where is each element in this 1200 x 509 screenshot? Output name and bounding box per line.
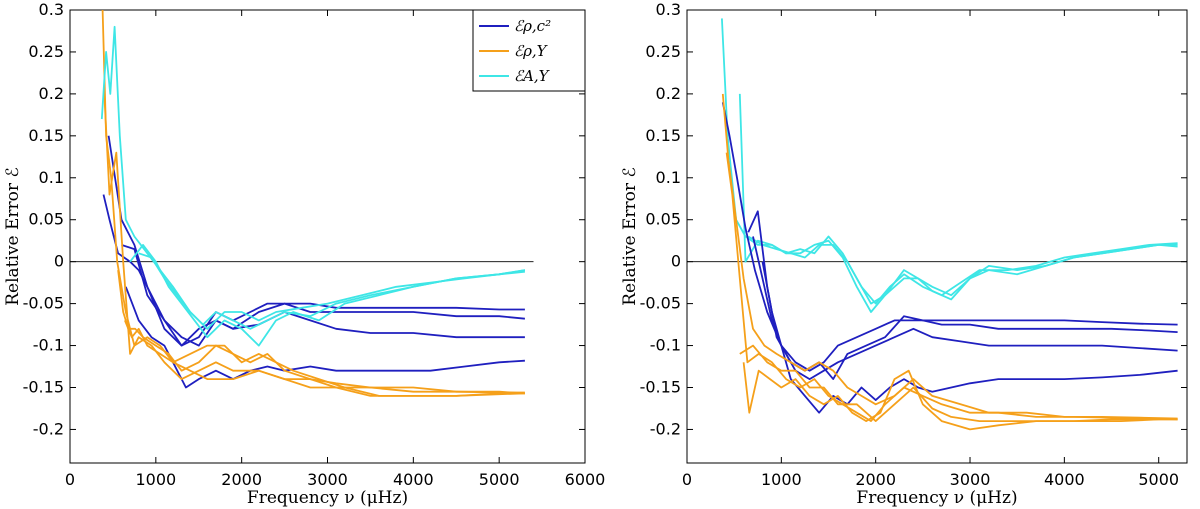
x-tick-label: 3000	[307, 470, 348, 489]
series-line	[738, 93, 1178, 313]
y-tick-label: 0.1	[39, 168, 64, 187]
x-tick-label: 5000	[1138, 470, 1179, 489]
y-tick-label: -0.2	[33, 419, 64, 438]
series-line	[752, 236, 1178, 381]
legend-label: ℰA,Y	[514, 67, 551, 85]
x-tick-label: 0	[682, 470, 692, 489]
x-axis-label: Frequency ν (μHz)	[247, 488, 408, 508]
series-line	[101, 10, 525, 395]
series-line	[761, 261, 1178, 414]
series-line	[100, 25, 526, 330]
y-axis-label: Relative Error ℰ	[620, 167, 640, 306]
series-line	[721, 93, 1178, 420]
x-tick-label: 4000	[1044, 470, 1085, 489]
series-line	[721, 102, 1178, 372]
y-tick-label: -0.05	[23, 294, 64, 313]
legend: ℰρ,c² ℰρ,Y ℰA,Y	[472, 9, 586, 92]
y-tick-label: 0.15	[28, 126, 64, 145]
plot-area	[686, 9, 1188, 464]
right-panel: 0 1000 2000 3000 4000 5000 0.3 0.25 0.2 0.15 0.1 0.…	[620, 0, 1188, 508]
y-axis-label: Relative Error ℰ	[3, 167, 23, 306]
y-tick-label: 0.3	[39, 0, 64, 19]
y-tick-label: -0.05	[640, 294, 681, 313]
legend-label: ℰρ,c²	[514, 17, 551, 35]
series-line	[124, 286, 525, 389]
series-group	[100, 10, 526, 397]
y-tick-label: 0.05	[645, 210, 681, 229]
y-tick-label: 0.2	[656, 84, 681, 103]
y-tick-label: 0	[54, 252, 64, 271]
y-tick-label: 0	[671, 252, 681, 271]
x-tick-label: 1000	[761, 470, 802, 489]
y-tick-label: -0.1	[33, 336, 64, 355]
y-tick-label: -0.15	[640, 378, 681, 397]
y-tick-label: 0.25	[28, 42, 64, 61]
x-tick-label: 5000	[479, 470, 520, 489]
legend-label: ℰρ,Y	[514, 42, 549, 60]
y-tick-label: -0.15	[23, 378, 64, 397]
x-tick-label: 4000	[393, 470, 434, 489]
series-line	[725, 152, 1178, 423]
series-line	[138, 252, 525, 330]
series-line	[124, 320, 525, 397]
y-tick-label: 0.3	[656, 0, 681, 19]
series-line	[747, 235, 1178, 305]
series-line	[739, 344, 1178, 423]
y-tick-label: 0.1	[656, 168, 681, 187]
x-tick-label: 1000	[135, 470, 176, 489]
x-tick-label: 6000	[565, 470, 606, 489]
x-tick-label: 2000	[221, 470, 262, 489]
x-tick-label: 2000	[855, 470, 896, 489]
y-tick-label: 0.2	[39, 84, 64, 103]
series-group	[721, 18, 1178, 431]
series-line	[107, 135, 525, 347]
x-tick-label: 3000	[950, 470, 991, 489]
y-tick-label: -0.1	[650, 336, 681, 355]
y-tick-label: 0.15	[645, 126, 681, 145]
y-tick-label: 0.25	[645, 42, 681, 61]
y-tick-label: 0.05	[28, 210, 64, 229]
x-axis-label: Frequency ν (μHz)	[856, 488, 1017, 508]
y-tick-label: -0.2	[650, 419, 681, 438]
x-tick-label: 0	[65, 470, 75, 489]
